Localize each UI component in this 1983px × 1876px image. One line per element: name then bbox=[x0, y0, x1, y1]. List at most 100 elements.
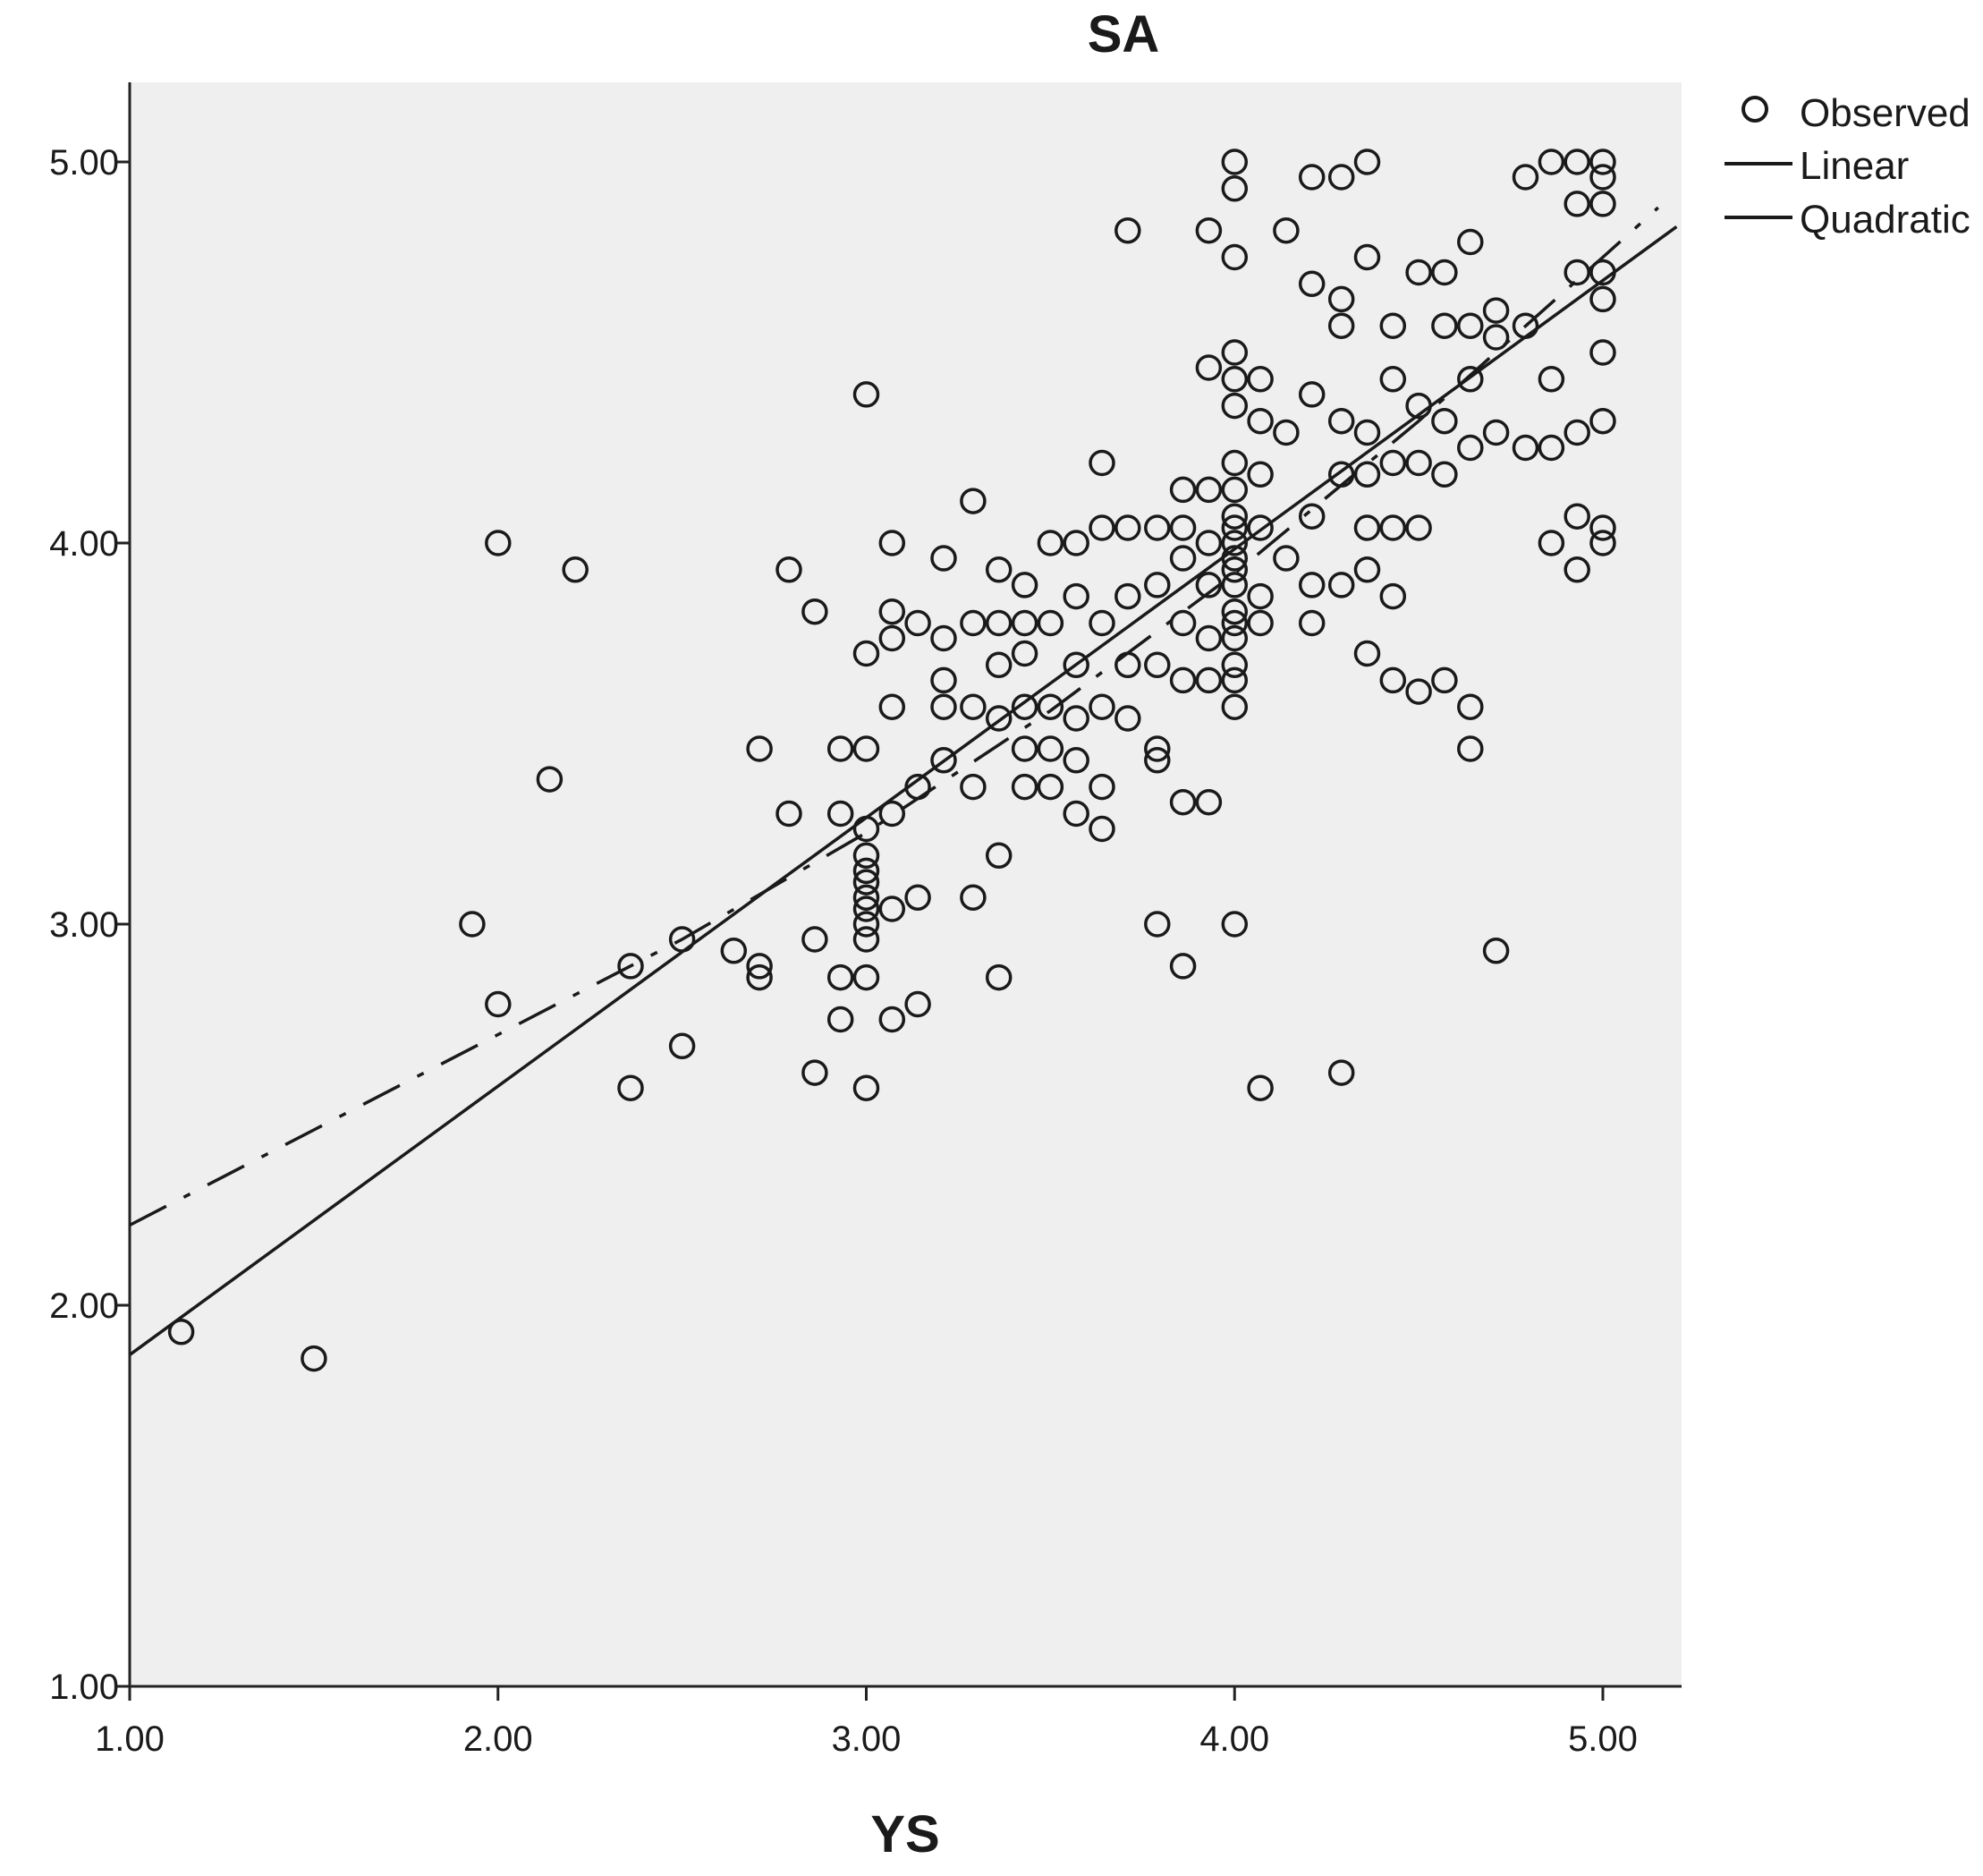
observed-point bbox=[1512, 312, 1539, 339]
observed-point bbox=[801, 926, 828, 953]
y-tick-label: 5.00 bbox=[49, 143, 119, 183]
observed-point bbox=[1273, 419, 1300, 446]
observed-point bbox=[1298, 609, 1326, 637]
observed-point bbox=[1195, 624, 1223, 652]
observed-point bbox=[1011, 773, 1038, 801]
observed-point bbox=[1089, 773, 1115, 801]
legend: Observed Linear Quadratic bbox=[1725, 91, 1970, 242]
observed-point bbox=[852, 815, 880, 843]
observed-point bbox=[1114, 705, 1141, 732]
observed-point bbox=[1089, 815, 1115, 843]
observed-point bbox=[852, 735, 880, 762]
observed-point bbox=[852, 842, 880, 870]
observed-point bbox=[1169, 514, 1197, 541]
observed-point bbox=[1011, 572, 1038, 598]
observed-point bbox=[746, 963, 773, 991]
x-tick-label: 1.00 bbox=[95, 1719, 165, 1759]
observed-point bbox=[1564, 556, 1590, 583]
x-tick-label: 4.00 bbox=[1199, 1719, 1269, 1759]
y-tick-label: 2.00 bbox=[49, 1286, 119, 1326]
observed-point bbox=[904, 884, 931, 911]
observed-point bbox=[1221, 598, 1249, 625]
observed-point bbox=[1405, 392, 1432, 420]
observed-point bbox=[852, 857, 880, 885]
observed-point bbox=[1037, 773, 1064, 801]
observed-point bbox=[167, 1319, 195, 1345]
observed-point bbox=[1221, 514, 1249, 541]
observed-point bbox=[1273, 545, 1300, 572]
observed-point bbox=[485, 530, 512, 556]
observed-point bbox=[1298, 503, 1326, 530]
observed-point bbox=[1353, 556, 1381, 583]
observed-point bbox=[1327, 407, 1355, 435]
observed-point bbox=[1482, 324, 1510, 351]
observed-point bbox=[1379, 582, 1407, 610]
observed-point bbox=[985, 609, 1013, 637]
observed-point bbox=[1457, 693, 1484, 720]
observed-point bbox=[1247, 407, 1274, 435]
observed-point bbox=[1114, 582, 1141, 610]
observed-point bbox=[985, 556, 1013, 583]
observed-point bbox=[1063, 747, 1089, 774]
x-tick-label: 5.00 bbox=[1568, 1719, 1638, 1759]
observed-point bbox=[1405, 678, 1432, 705]
observed-point bbox=[1221, 666, 1249, 694]
observed-point bbox=[1298, 572, 1326, 598]
observed-point bbox=[1538, 434, 1565, 462]
observed-point bbox=[852, 1074, 880, 1101]
observed-point bbox=[1089, 609, 1115, 637]
observed-point bbox=[1114, 651, 1141, 679]
legend-item-quadratic: Quadratic bbox=[1725, 198, 1970, 242]
observed-point bbox=[1169, 788, 1197, 816]
observed-point bbox=[960, 773, 987, 801]
observed-point bbox=[1195, 216, 1223, 244]
observed-point bbox=[1221, 572, 1249, 598]
observed-point bbox=[826, 963, 854, 991]
observed-point bbox=[878, 693, 906, 720]
observed-point bbox=[1063, 530, 1089, 556]
observed-point bbox=[1482, 938, 1510, 964]
observed-point bbox=[1011, 735, 1038, 762]
observed-point bbox=[1431, 259, 1458, 286]
observed-point bbox=[668, 926, 696, 953]
observed-point bbox=[1589, 530, 1616, 556]
observed-point bbox=[1457, 434, 1484, 462]
observed-point bbox=[1011, 609, 1038, 637]
y-tick-label: 3.00 bbox=[49, 905, 119, 945]
observed-point bbox=[301, 1345, 327, 1372]
observed-point bbox=[485, 990, 512, 1018]
observed-point bbox=[1195, 572, 1223, 598]
observed-point bbox=[1538, 366, 1565, 393]
observed-point bbox=[1482, 419, 1510, 446]
observed-point bbox=[1144, 911, 1171, 938]
observed-point bbox=[904, 609, 931, 637]
x-tick-label: 2.00 bbox=[463, 1719, 533, 1759]
observed-point bbox=[1169, 953, 1197, 980]
observed-point bbox=[930, 747, 957, 774]
observed-point bbox=[1221, 911, 1249, 938]
observed-point bbox=[930, 624, 957, 652]
fit-line-linear bbox=[128, 225, 1678, 1356]
observed-point bbox=[1195, 666, 1223, 694]
chart-title: SA bbox=[1088, 5, 1160, 64]
observed-point bbox=[930, 666, 957, 694]
observed-point bbox=[1327, 461, 1355, 488]
observed-point bbox=[1353, 419, 1381, 446]
observed-point bbox=[1221, 392, 1249, 420]
observed-point bbox=[801, 1059, 828, 1086]
observed-point bbox=[1221, 503, 1249, 530]
observed-point bbox=[1327, 285, 1355, 313]
observed-point bbox=[746, 953, 773, 980]
observed-point bbox=[1221, 609, 1249, 637]
observed-point bbox=[1247, 366, 1274, 393]
observed-point bbox=[878, 800, 906, 828]
legend-item-linear: Linear bbox=[1725, 144, 1909, 188]
observed-point bbox=[1273, 216, 1300, 244]
legend-linear-label: Linear bbox=[1800, 144, 1909, 188]
observed-point bbox=[1589, 149, 1616, 175]
observed-point bbox=[852, 869, 880, 896]
observed-point bbox=[826, 1006, 854, 1033]
observed-point bbox=[746, 735, 773, 762]
